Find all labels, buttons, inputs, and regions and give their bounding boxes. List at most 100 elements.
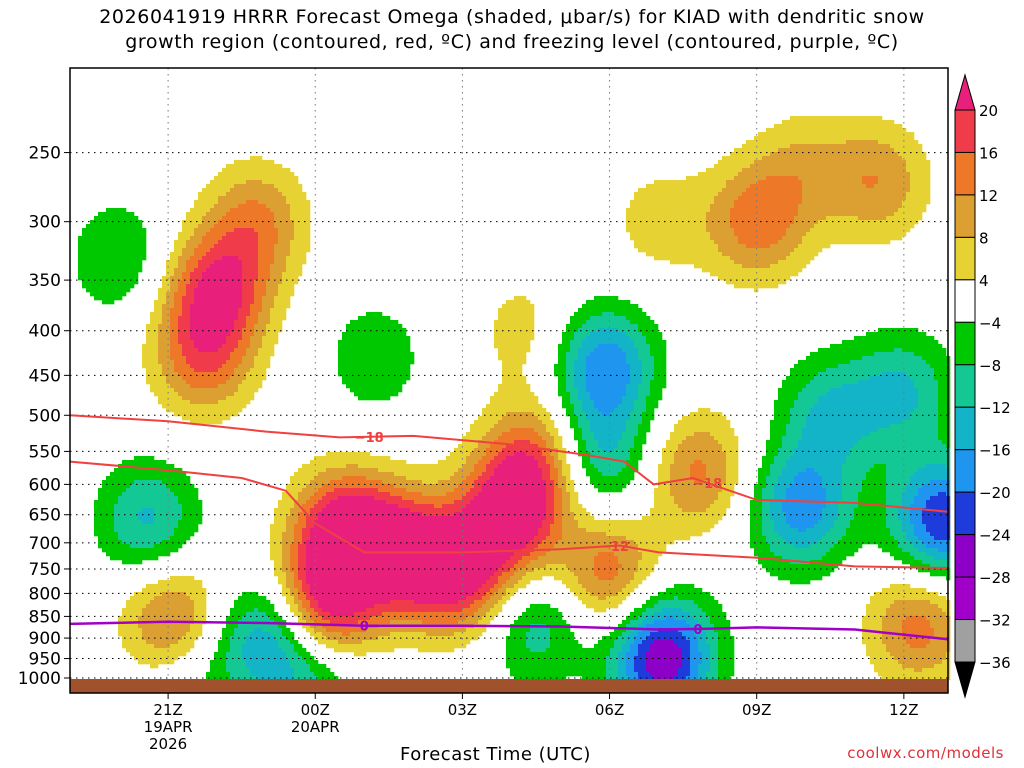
- omega-cell: [274, 300, 279, 305]
- omega-cell: [806, 232, 811, 237]
- omega-cell: [858, 204, 863, 209]
- omega-cell: [274, 212, 279, 217]
- omega-cell: [142, 252, 147, 257]
- omega-cell: [870, 208, 875, 213]
- omega-cell: [838, 232, 843, 237]
- omega-cell: [254, 180, 259, 185]
- omega-cell: [286, 264, 291, 269]
- omega-cell: [286, 200, 291, 205]
- omega-cell: [294, 256, 299, 261]
- omega-cell: [902, 196, 907, 201]
- omega-cell: [222, 296, 227, 301]
- omega-cell: [786, 168, 791, 173]
- omega-cell: [642, 228, 647, 233]
- omega-cell: [178, 296, 183, 301]
- omega-cell: [822, 352, 827, 357]
- omega-cell: [298, 272, 303, 277]
- omega-cell: [682, 200, 687, 205]
- omega-cell: [234, 356, 239, 361]
- omega-cell: [806, 256, 811, 261]
- omega-cell: [878, 132, 883, 137]
- omega-cell: [250, 288, 255, 293]
- omega-cell: [266, 292, 271, 297]
- omega-cell: [194, 360, 199, 365]
- omega-cell: [794, 132, 799, 137]
- omega-cell: [390, 332, 395, 337]
- omega-cell: [742, 160, 747, 165]
- omega-cell: [766, 208, 771, 213]
- omega-cell: [846, 120, 851, 125]
- omega-cell: [746, 236, 751, 241]
- omega-cell: [370, 360, 375, 365]
- omega-cell: [202, 276, 207, 281]
- omega-cell: [182, 272, 187, 277]
- omega-cell: [582, 304, 587, 309]
- omega-cell: [654, 248, 659, 253]
- omega-cell: [758, 200, 763, 205]
- omega-cell: [394, 332, 399, 337]
- omega-cell: [762, 180, 767, 185]
- omega-cell: [874, 240, 879, 245]
- omega-cell: [790, 220, 795, 225]
- omega-cell: [706, 176, 711, 181]
- omega-cell: [250, 308, 255, 313]
- omega-cell: [286, 168, 291, 173]
- omega-cell: [842, 132, 847, 137]
- omega-cell: [362, 320, 367, 325]
- omega-cell: [798, 172, 803, 177]
- omega-cell: [222, 232, 227, 237]
- omega-cell: [918, 352, 923, 357]
- omega-cell: [514, 328, 519, 333]
- omega-cell: [210, 304, 215, 309]
- omega-cell: [82, 268, 87, 273]
- omega-cell: [794, 116, 799, 121]
- omega-cell: [886, 204, 891, 209]
- omega-cell: [274, 340, 279, 345]
- omega-cell: [778, 204, 783, 209]
- omega-cell: [886, 176, 891, 181]
- omega-cell: [714, 260, 719, 265]
- omega-cell: [258, 224, 263, 229]
- omega-cell: [258, 228, 263, 233]
- omega-cell: [642, 320, 647, 325]
- omega-cell: [782, 200, 787, 205]
- omega-cell: [606, 316, 611, 321]
- omega-cell: [750, 168, 755, 173]
- omega-cell: [910, 340, 915, 345]
- omega-cell: [882, 140, 887, 145]
- omega-cell: [158, 292, 163, 297]
- omega-cell: [770, 188, 775, 193]
- omega-cell: [890, 196, 895, 201]
- omega-cell: [110, 280, 115, 285]
- omega-cell: [286, 216, 291, 221]
- omega-cell: [694, 220, 699, 225]
- omega-cell: [926, 180, 931, 185]
- omega-cell: [258, 336, 263, 341]
- omega-cell: [678, 204, 683, 209]
- omega-cell: [558, 360, 563, 365]
- omega-cell: [594, 324, 599, 329]
- omega-cell: [850, 204, 855, 209]
- omega-cell: [234, 220, 239, 225]
- omega-cell: [246, 320, 251, 325]
- omega-cell: [906, 228, 911, 233]
- omega-cell: [206, 244, 211, 249]
- omega-cell: [606, 340, 611, 345]
- omega-cell: [886, 216, 891, 221]
- omega-cell: [766, 144, 771, 149]
- omega-cell: [826, 352, 831, 357]
- omega-cell: [134, 272, 139, 277]
- omega-cell: [154, 308, 159, 313]
- omega-cell: [98, 212, 103, 217]
- omega-cell: [766, 236, 771, 241]
- omega-cell: [902, 328, 907, 333]
- omega-cell: [870, 352, 875, 357]
- omega-cell: [242, 312, 247, 317]
- omega-cell: [202, 256, 207, 261]
- omega-cell: [874, 160, 879, 165]
- omega-cell: [274, 252, 279, 257]
- omega-cell: [898, 328, 903, 333]
- omega-cell: [690, 184, 695, 189]
- omega-cell: [842, 128, 847, 133]
- omega-cell: [778, 264, 783, 269]
